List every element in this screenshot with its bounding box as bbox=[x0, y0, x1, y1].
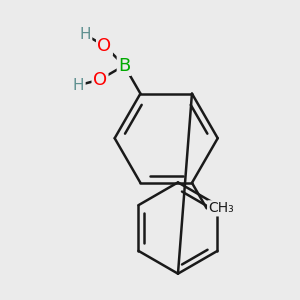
Text: O: O bbox=[98, 37, 112, 55]
Text: H: H bbox=[73, 78, 84, 93]
Text: H: H bbox=[80, 27, 91, 42]
Text: B: B bbox=[118, 56, 130, 74]
Text: CH₃: CH₃ bbox=[208, 201, 234, 215]
Text: O: O bbox=[93, 70, 107, 88]
